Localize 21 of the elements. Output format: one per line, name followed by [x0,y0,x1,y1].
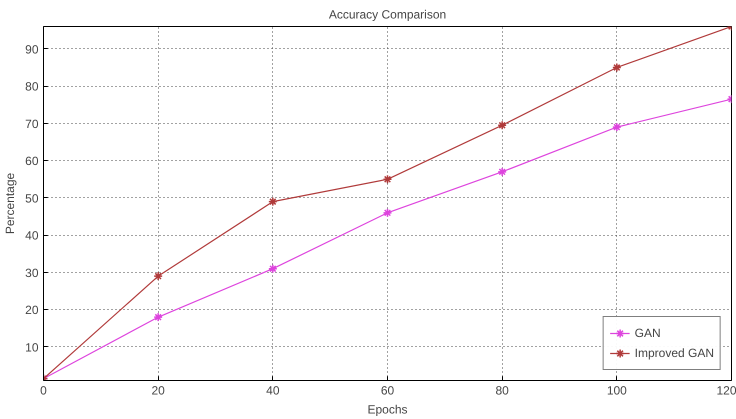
y-tick-label: 50 [25,191,39,206]
x-tick-label: 0 [40,384,48,398]
y-tick-label: 40 [25,228,39,243]
x-tick-label: 120 [716,384,736,398]
x-tick-label: 60 [380,384,394,398]
legend-label: GAN [634,326,661,340]
y-tick-label: 70 [25,116,39,131]
chart-title: Accuracy Comparison [328,8,446,22]
x-axis-title: Epochs [367,402,408,416]
x-tick-label: 80 [495,384,510,398]
y-axis-title: Percentage [3,172,18,234]
legend-label: Improved GAN [634,346,714,360]
y-tick-label: 20 [25,303,39,318]
y-tick-label: 90 [25,42,39,56]
y-tick-label: 30 [25,266,39,280]
x-tick-label: 100 [606,384,628,398]
x-tick-label: 20 [151,384,166,398]
x-tick-label: 40 [266,384,280,398]
y-tick-label: 60 [25,154,39,168]
y-tick-label: 10 [25,340,39,354]
y-tick-label: 80 [25,80,39,94]
